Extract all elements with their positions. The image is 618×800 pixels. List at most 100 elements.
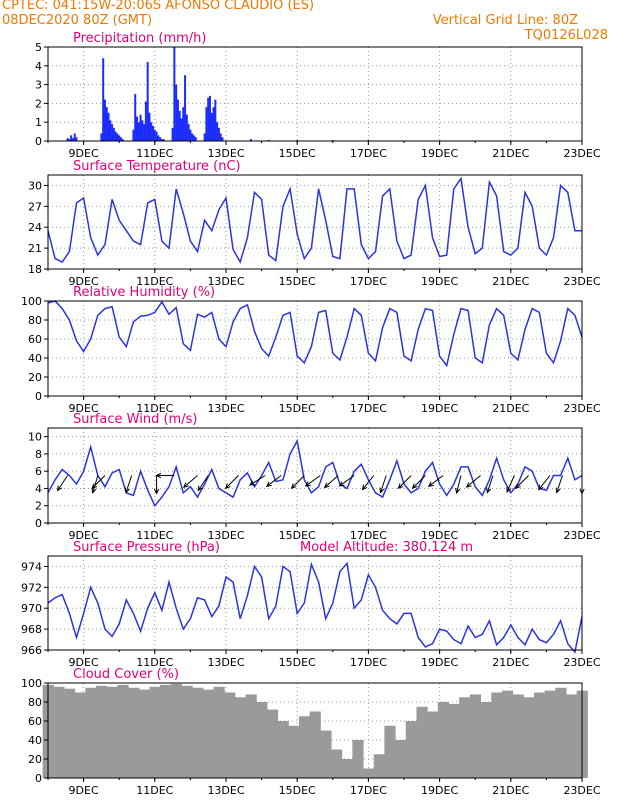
precip-bar <box>107 112 110 141</box>
cloud-cover-bar <box>192 687 204 778</box>
precip-bar <box>160 139 163 141</box>
wind-arrowhead <box>537 484 544 491</box>
cloud-cover-bar <box>352 740 364 778</box>
precip-bar <box>180 118 183 141</box>
y-tick-label: 100 <box>21 677 42 690</box>
wind-arrow <box>57 475 68 491</box>
panel-title-cloud: Cloud Cover (%) <box>73 667 179 682</box>
panel-wind: 0 2 4 6 8 10 9DEC 11DEC 13DEC 15DEC 17DEC 19DEC 21DE… <box>28 412 601 542</box>
wind-arrowhead <box>91 487 97 494</box>
y-tick-label: 0 <box>35 135 42 148</box>
panel-rh: 0 20 40 60 80 100 9DEC 11DEC 13DEC 15DEC 17DEC 19DE… <box>21 285 601 415</box>
precip-bar <box>203 133 206 141</box>
wind-arrowhead <box>56 485 63 492</box>
precip-bar <box>182 107 185 141</box>
wind-arrowhead <box>153 488 160 495</box>
panel-title-temp: Surface Temperature (nC) <box>73 159 241 174</box>
x-tick-label: 17DEC <box>350 529 387 542</box>
y-tick-label: 18 <box>28 263 42 276</box>
wind-arrowhead <box>455 487 461 495</box>
cloud-cover-bar <box>298 716 311 778</box>
precip-bar <box>173 47 176 141</box>
y-tick-label: 20 <box>28 371 42 384</box>
cloud-cover-bar <box>64 688 76 778</box>
cloud-cover-bar <box>341 759 353 778</box>
wind-arrow <box>515 475 529 489</box>
panel-title-precip: Precipitation (mm/h) <box>73 31 206 46</box>
wind-arrowhead <box>304 481 311 487</box>
x-tick-label: 15DEC <box>279 656 316 669</box>
y-tick-label: 968 <box>21 623 42 636</box>
wind-arrowhead <box>224 483 231 490</box>
wind-arrowhead <box>515 483 521 490</box>
header-date: 08DEC2020 80Z (GMT) <box>2 13 153 28</box>
wind-arrowhead <box>290 483 297 490</box>
precip-bar <box>217 127 220 141</box>
cloud-cover-bar <box>149 686 161 778</box>
precip-bar <box>185 114 188 141</box>
x-tick-label: 15DEC <box>279 402 316 415</box>
cloud-cover-bar <box>266 709 279 778</box>
x-tick-label: 21DEC <box>492 402 529 415</box>
cloud-cover-bar <box>256 702 268 778</box>
series-line-rh <box>47 300 583 368</box>
panel-cloud: 0 20 40 60 80 100 9DEC 11DEC 13DEC 15DEC 17DEC 19DE… <box>21 667 601 797</box>
precip-bar <box>100 133 103 141</box>
cloud-cover-bar <box>416 706 428 778</box>
wind-arrowhead <box>379 487 385 494</box>
wind-arrowhead <box>323 482 330 489</box>
precip-bar <box>152 125 155 141</box>
x-tick-label: 17DEC <box>350 402 387 415</box>
cloud-cover-bar <box>181 685 193 778</box>
cloud-cover-bar <box>53 686 65 778</box>
precip-bar <box>207 97 210 141</box>
wind-arrow <box>266 475 282 487</box>
x-tick-label: 11DEC <box>136 529 173 542</box>
y-tick-label: 974 <box>21 560 42 573</box>
precip-bar <box>157 135 160 141</box>
y-tick-label: 21 <box>28 242 42 255</box>
y-tick-label: 5 <box>35 41 42 54</box>
wind-arrowhead <box>124 487 130 494</box>
precip-bar <box>184 75 187 141</box>
wind-arrow <box>428 475 444 487</box>
x-tick-label: 23DEC <box>563 656 600 669</box>
cloud-cover-bar <box>74 692 86 778</box>
model-altitude-label: Model Altitude: 380.124 m <box>300 540 473 555</box>
wind-arrow <box>538 475 551 490</box>
precip-bar <box>116 133 119 141</box>
precip-bar <box>150 122 153 141</box>
plot-frame <box>47 300 583 397</box>
precip-bar <box>194 137 197 141</box>
precip-bar <box>221 137 224 141</box>
wind-arrow <box>91 475 106 489</box>
cloud-cover-bar <box>363 768 375 778</box>
cloud-cover-bar <box>213 686 225 778</box>
cloud-cover-bar <box>395 740 407 778</box>
y-tick-label: 4 <box>35 60 42 73</box>
cloud-cover-bar <box>555 687 567 778</box>
x-tick-label: 13DEC <box>207 402 244 415</box>
panel-pres: 966 968 970 972 974 9DEC 11DEC 13DEC 15DEC 17DEC 1… <box>21 540 601 669</box>
x-tick-label: 9DEC <box>69 656 99 669</box>
precip-bar <box>178 110 181 141</box>
y-tick-label: 27 <box>28 200 42 213</box>
wind-arrowhead <box>427 481 434 487</box>
wind-arrow <box>305 475 321 487</box>
precip-bar <box>171 127 174 141</box>
wind-arrowhead <box>265 481 272 487</box>
wind-arrow <box>197 475 209 491</box>
y-tick-label: 60 <box>28 333 42 346</box>
wind-arrow <box>380 475 387 493</box>
y-tick-label: 24 <box>28 221 42 234</box>
y-tick-label: 80 <box>28 696 42 709</box>
panel-title-pres: Surface Pressure (hPa) <box>73 540 220 555</box>
precip-bar <box>189 129 192 141</box>
precip-bar <box>121 139 124 141</box>
cloud-cover-bar <box>512 694 524 778</box>
cloud-cover-bar <box>448 703 460 778</box>
cloud-cover-bar <box>501 690 514 778</box>
x-tick-label: 11DEC <box>136 402 173 415</box>
